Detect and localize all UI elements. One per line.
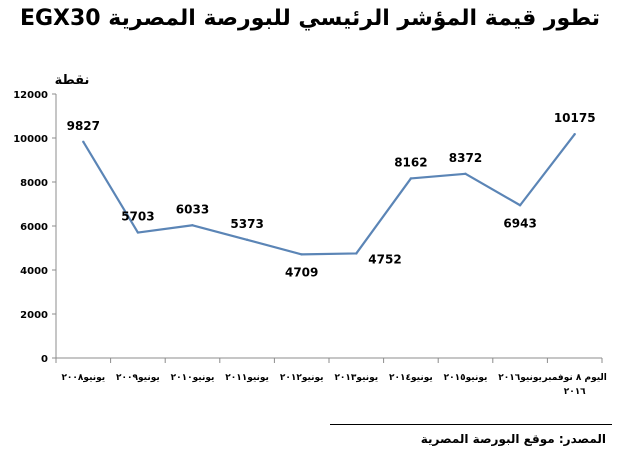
series-line (82, 133, 576, 256)
data-point (573, 132, 576, 136)
data-label: 8162 (394, 155, 427, 169)
chart-title: تطور قيمة المؤشر الرئيسي للبورصة المصرية… (19, 6, 601, 31)
data-label: 5703 (121, 210, 154, 224)
data-label: 5373 (230, 217, 263, 231)
data-point (191, 224, 194, 227)
chart-series (82, 132, 576, 256)
y-tick-label: 8000 (20, 178, 48, 189)
data-point (82, 140, 85, 144)
data-label: 4752 (368, 252, 401, 266)
x-tick-label: يونيو٢٠٠٨ (61, 373, 105, 383)
x-tick-label: يونيو٢٠٠٩ (116, 373, 160, 383)
data-point (300, 253, 303, 256)
y-tick-label: 6000 (20, 222, 48, 233)
source-note: المصدر: موقع البورصة المصرية (420, 432, 606, 446)
source-divider (330, 424, 612, 425)
data-point (409, 177, 413, 180)
data-point (464, 172, 467, 176)
data-label: 6943 (503, 216, 536, 230)
y-tick-label: 2000 (20, 310, 48, 321)
data-label: 10175 (554, 111, 596, 125)
y-tick-label: 4000 (20, 266, 48, 277)
x-tick-label: يونيو٢٠١٣ (334, 373, 378, 383)
x-tick-label: يونيو٢٠١٠ (171, 373, 215, 383)
y-tick-label: 0 (41, 354, 48, 365)
y-tick-label: 10000 (13, 134, 48, 145)
x-tick-label: اليوم ٨ نوفمبر ٢٠١٦ (542, 373, 607, 397)
data-label: 9827 (67, 119, 100, 133)
data-point (245, 238, 249, 241)
data-point (518, 204, 522, 207)
data-label: 4709 (285, 265, 318, 279)
x-tick-label: يونيو٢٠١١ (225, 373, 269, 383)
x-tick-label: يونيو٢٠١٤ (389, 373, 433, 383)
data-point (355, 252, 358, 255)
data-labels: 9827 5703 6033 5373 4709 4752 8162 8372 6943 1017… (67, 111, 596, 279)
data-label: 8372 (449, 151, 482, 165)
x-axis-ticks: يونيو٢٠٠٨ يونيو٢٠٠٩ يونيو٢٠١٠ يونيو٢٠١١ يوني… (55, 358, 607, 397)
y-tick-label: 12000 (13, 90, 48, 101)
y-axis-ticks: 0 2000 4000 6000 8000 10000 12000 (13, 90, 56, 365)
data-label: 6033 (176, 202, 209, 216)
x-tick-label: يونيو٢٠١٥ (444, 373, 488, 383)
x-tick-label: يونيو٢٠١٦ (498, 373, 542, 383)
x-tick-label: يونيو٢٠١٢ (280, 373, 324, 383)
y-axis-label: نقطة (55, 73, 90, 88)
data-point (136, 231, 140, 234)
